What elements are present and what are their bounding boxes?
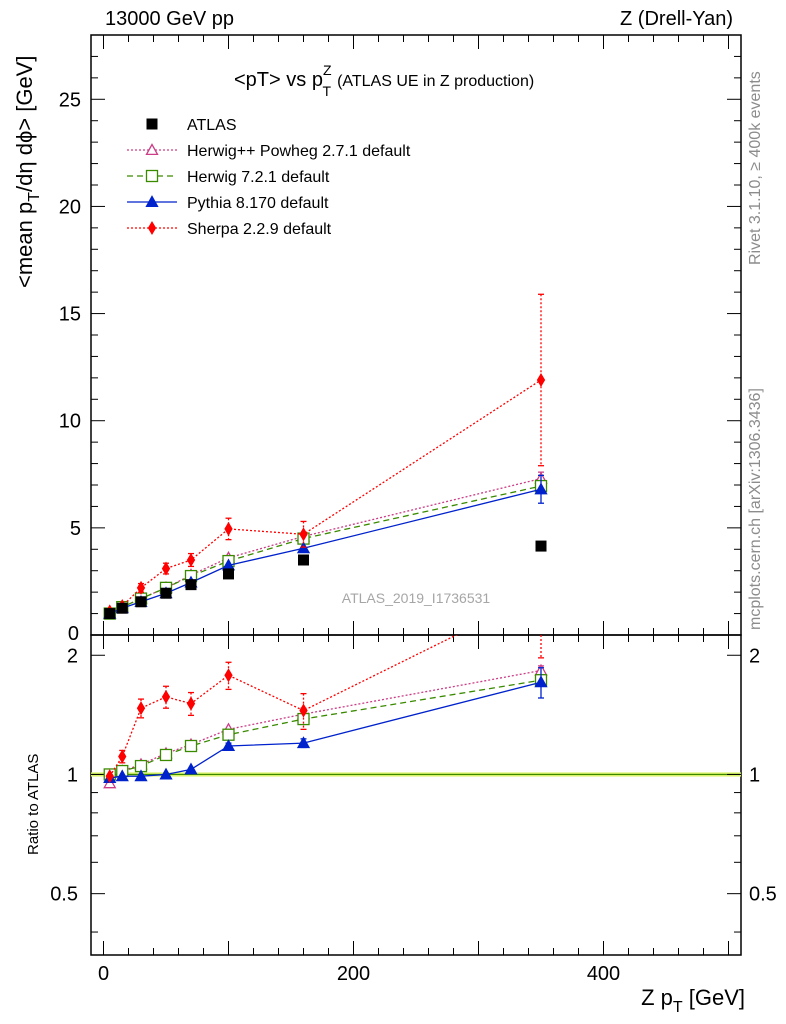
ratio-data-point bbox=[222, 728, 235, 741]
ratio-data-point bbox=[136, 701, 146, 716]
main-data-point bbox=[186, 552, 196, 568]
main-series bbox=[103, 293, 548, 620]
title-main: <pT> vs p bbox=[234, 69, 323, 91]
ratio-data-point bbox=[159, 767, 173, 780]
mcplots-site-label: mcplots.cern.ch [arXiv:1306.3436] bbox=[747, 388, 764, 630]
ratio-axes: 0.5 0.5 1 1 2 2 0 200 400 bbox=[50, 635, 777, 985]
ratio-y-tick-label: 2 bbox=[67, 645, 78, 667]
ratio-y-tick-label-right: 2 bbox=[749, 645, 760, 667]
main-plot-title: <pT> vs pZ T (ATLAS UE in Z production) bbox=[234, 62, 534, 99]
ratio-y-tick-label-right: 0.5 bbox=[749, 884, 777, 906]
main-data-point bbox=[136, 580, 146, 595]
ratio-data-point bbox=[221, 739, 236, 752]
legend-label: Sherpa 2.2.9 default bbox=[187, 221, 332, 238]
main-axes: 5 10 15 20 25 0 bbox=[59, 35, 741, 645]
xlabel-post: [GeV] bbox=[683, 985, 745, 1010]
y-tick-label: 10 bbox=[59, 411, 81, 433]
ratio-data-point bbox=[184, 739, 198, 753]
y-tick-label: 15 bbox=[59, 304, 81, 326]
header-left: 13000 GeV pp bbox=[105, 8, 234, 30]
ratio-data-point bbox=[159, 748, 173, 762]
ratio-series-line bbox=[109, 679, 542, 776]
ratio-data-point bbox=[115, 769, 129, 782]
ratio-data-point bbox=[118, 749, 127, 764]
ratio-data-point bbox=[184, 762, 198, 775]
legend-label: Herwig 7.2.1 default bbox=[187, 169, 330, 186]
ratio-data-point bbox=[161, 689, 171, 704]
ratio-series-line bbox=[109, 681, 542, 779]
ratio-data-point bbox=[296, 736, 311, 749]
main-data-point bbox=[536, 372, 546, 388]
atlas-data-point bbox=[104, 608, 116, 620]
atlas-data-point bbox=[298, 554, 309, 566]
main-y-axis-label: <mean pT/dη dϕ> [GeV] bbox=[12, 56, 43, 288]
y-tick-label: 5 bbox=[70, 518, 81, 540]
legend-marker bbox=[145, 195, 159, 208]
ylabel-pre: <mean p bbox=[12, 202, 37, 288]
legend-label: ATLAS bbox=[187, 117, 237, 134]
header-right: Z (Drell-Yan) bbox=[620, 8, 733, 30]
atlas-data-point bbox=[135, 596, 147, 608]
y-tick-label: 25 bbox=[59, 89, 81, 111]
ratio-y-tick-label: 1 bbox=[67, 764, 78, 786]
legend-marker bbox=[146, 118, 158, 130]
ylabel-sub: T bbox=[26, 192, 43, 202]
ratio-data-point bbox=[299, 703, 308, 718]
title-sup: Z bbox=[323, 62, 332, 78]
y-tick-label-zero: 0 bbox=[68, 623, 79, 645]
x-tick-label: 200 bbox=[337, 963, 370, 985]
title-sub: T bbox=[323, 83, 332, 99]
ratio-data-point bbox=[105, 769, 114, 784]
main-data-point bbox=[534, 482, 548, 495]
xlabel-sub: T bbox=[673, 999, 683, 1016]
ratio-data-point bbox=[186, 696, 196, 711]
analysis-watermark: ATLAS_2019_I1736531 bbox=[342, 590, 491, 606]
atlas-data-point bbox=[160, 587, 172, 599]
atlas-data-point bbox=[535, 540, 547, 552]
main-data-point bbox=[224, 521, 233, 536]
legend-label: Pythia 8.170 default bbox=[187, 195, 329, 212]
ratio-series bbox=[103, 635, 548, 789]
ratio-y-tick-label-right: 1 bbox=[749, 764, 760, 786]
ratio-y-tick-label: 0.5 bbox=[50, 884, 78, 906]
y-tick-label: 20 bbox=[59, 196, 81, 218]
legend-label: Herwig++ Powheg 2.7.1 default bbox=[187, 143, 411, 160]
ylabel-post: /dη dϕ> [GeV] bbox=[12, 56, 37, 192]
x-tick-label: 400 bbox=[587, 963, 620, 985]
x-tick-label: 0 bbox=[98, 963, 109, 985]
ratio-data-point bbox=[224, 668, 233, 683]
ratio-series-line bbox=[109, 635, 458, 777]
xlabel-pre: Z p bbox=[641, 985, 673, 1010]
atlas-data-point bbox=[116, 602, 128, 614]
ratio-y-axis-label: Ratio to ATLAS bbox=[25, 754, 42, 855]
main-data-point bbox=[161, 561, 171, 576]
main-data-point bbox=[299, 527, 308, 542]
rivet-version-label: Rivet 3.1.10, ≥ 400k events bbox=[747, 71, 764, 265]
atlas-data-point bbox=[223, 568, 234, 580]
main-series-line bbox=[109, 485, 542, 615]
x-axis-label: Z pT [GeV] bbox=[641, 985, 745, 1016]
title-note: (ATLAS UE in Z production) bbox=[337, 73, 534, 90]
legend-marker bbox=[147, 220, 157, 236]
atlas-data-point bbox=[185, 579, 197, 591]
ratio-data-point bbox=[534, 675, 548, 688]
ratio-plot-frame bbox=[90, 634, 742, 956]
legend-marker bbox=[145, 169, 159, 183]
main-series-line bbox=[109, 379, 542, 613]
ratio-data-point bbox=[134, 769, 148, 782]
ratio-series-line bbox=[109, 669, 542, 784]
legend: ATLAS Herwig++ Powheg 2.7.1 default Herwig… bbox=[127, 117, 411, 238]
legend-marker bbox=[145, 143, 159, 156]
